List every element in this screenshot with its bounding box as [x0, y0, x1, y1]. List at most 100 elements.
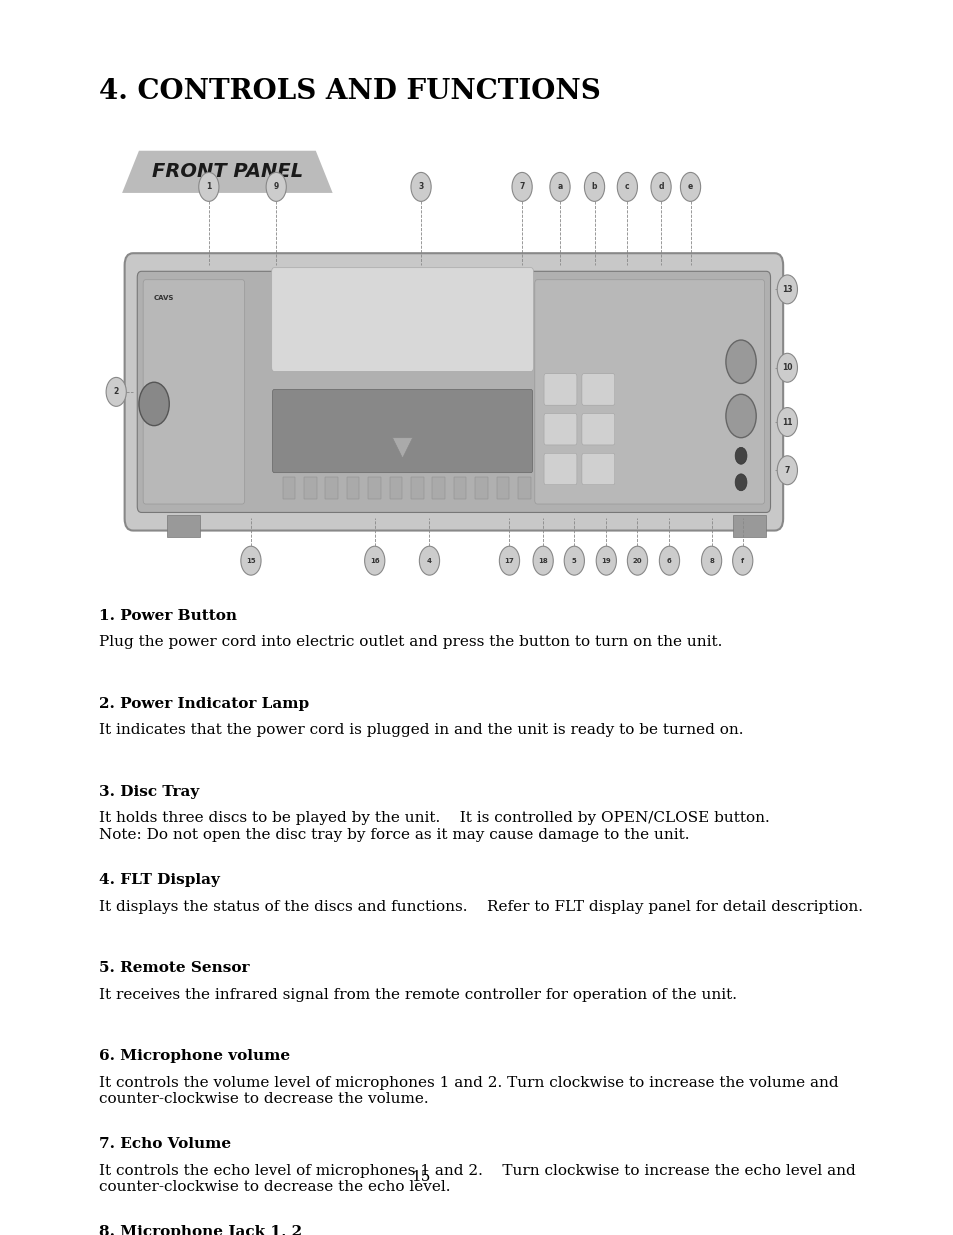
Bar — [732, 515, 765, 536]
FancyBboxPatch shape — [125, 253, 782, 531]
Circle shape — [627, 546, 647, 576]
Circle shape — [777, 275, 797, 304]
Circle shape — [732, 546, 752, 576]
FancyBboxPatch shape — [581, 374, 614, 405]
Text: 3: 3 — [418, 183, 423, 191]
Circle shape — [650, 173, 671, 201]
Text: 11: 11 — [781, 417, 792, 426]
Circle shape — [198, 173, 219, 201]
Bar — [517, 478, 530, 499]
Text: 6. Microphone volume: 6. Microphone volume — [99, 1049, 291, 1063]
Text: a: a — [557, 183, 562, 191]
Circle shape — [735, 447, 746, 464]
Circle shape — [596, 546, 616, 576]
Circle shape — [549, 173, 570, 201]
Circle shape — [411, 173, 431, 201]
Text: 5: 5 — [572, 558, 576, 563]
Circle shape — [777, 353, 797, 383]
Text: 19: 19 — [600, 558, 611, 563]
Circle shape — [498, 546, 519, 576]
Bar — [454, 478, 466, 499]
Text: 1. Power Button: 1. Power Button — [99, 609, 237, 622]
Circle shape — [139, 383, 169, 426]
Text: It holds three discs to be played by the unit.    It is controlled by OPEN/CLOSE: It holds three discs to be played by the… — [99, 811, 769, 842]
Text: CAVS: CAVS — [154, 295, 174, 301]
Text: 15: 15 — [411, 1170, 431, 1184]
FancyBboxPatch shape — [581, 453, 614, 484]
FancyBboxPatch shape — [272, 268, 533, 372]
Text: It controls the volume level of microphones 1 and 2. Turn clockwise to increase : It controls the volume level of micropho… — [99, 1076, 838, 1105]
Text: 13: 13 — [781, 285, 792, 294]
Text: FRONT PANEL: FRONT PANEL — [152, 162, 303, 182]
FancyBboxPatch shape — [581, 414, 614, 445]
Bar — [411, 478, 423, 499]
Polygon shape — [122, 151, 333, 193]
Text: 16: 16 — [370, 558, 379, 563]
FancyBboxPatch shape — [137, 272, 770, 513]
Circle shape — [584, 173, 604, 201]
Text: 7. Echo Volume: 7. Echo Volume — [99, 1137, 232, 1151]
Circle shape — [364, 546, 384, 576]
Circle shape — [419, 546, 439, 576]
Circle shape — [735, 474, 746, 490]
Text: Plug the power cord into electric outlet and press the button to turn on the uni: Plug the power cord into electric outlet… — [99, 636, 722, 650]
Text: 18: 18 — [537, 558, 547, 563]
Text: It receives the infrared signal from the remote controller for operation of the : It receives the infrared signal from the… — [99, 988, 737, 1002]
Bar — [475, 478, 487, 499]
Circle shape — [777, 456, 797, 484]
Text: 15: 15 — [246, 558, 255, 563]
Text: d: d — [658, 183, 663, 191]
Text: 9: 9 — [274, 183, 278, 191]
Text: 3. Disc Tray: 3. Disc Tray — [99, 785, 199, 799]
Circle shape — [106, 378, 126, 406]
Text: 5. Remote Sensor: 5. Remote Sensor — [99, 961, 250, 974]
Text: 17: 17 — [504, 558, 514, 563]
Text: 4: 4 — [427, 558, 432, 563]
Text: It indicates that the power cord is plugged in and the unit is ready to be turne: It indicates that the power cord is plug… — [99, 724, 743, 737]
Text: 2: 2 — [113, 388, 119, 396]
Text: 4. CONTROLS AND FUNCTIONS: 4. CONTROLS AND FUNCTIONS — [99, 78, 600, 105]
Text: 8: 8 — [708, 558, 713, 563]
Text: 7: 7 — [784, 466, 789, 474]
FancyBboxPatch shape — [143, 280, 244, 504]
Text: 20: 20 — [632, 558, 641, 563]
Circle shape — [240, 546, 261, 576]
Bar — [389, 478, 402, 499]
FancyBboxPatch shape — [543, 414, 577, 445]
Bar — [325, 478, 337, 499]
Circle shape — [725, 340, 756, 383]
FancyBboxPatch shape — [543, 453, 577, 484]
Circle shape — [512, 173, 532, 201]
Text: It displays the status of the discs and functions.    Refer to FLT display panel: It displays the status of the discs and … — [99, 899, 862, 914]
Text: e: e — [687, 183, 693, 191]
Text: f: f — [740, 558, 743, 563]
Bar — [167, 515, 200, 536]
Polygon shape — [392, 437, 413, 458]
Text: 6: 6 — [666, 558, 671, 563]
Bar — [432, 478, 444, 499]
Text: b: b — [591, 183, 597, 191]
Text: 7: 7 — [518, 183, 524, 191]
Bar — [282, 478, 295, 499]
Text: 4. FLT Display: 4. FLT Display — [99, 873, 220, 887]
Text: 2. Power Indicator Lamp: 2. Power Indicator Lamp — [99, 697, 309, 711]
Circle shape — [679, 173, 700, 201]
FancyBboxPatch shape — [273, 389, 532, 473]
Bar — [368, 478, 380, 499]
Circle shape — [617, 173, 637, 201]
Bar — [304, 478, 316, 499]
Circle shape — [266, 173, 286, 201]
Text: c: c — [624, 183, 629, 191]
Circle shape — [563, 546, 584, 576]
Text: 1: 1 — [206, 183, 212, 191]
Bar — [496, 478, 509, 499]
Circle shape — [533, 546, 553, 576]
FancyBboxPatch shape — [535, 280, 764, 504]
Circle shape — [777, 408, 797, 436]
Circle shape — [700, 546, 720, 576]
FancyBboxPatch shape — [543, 374, 577, 405]
Bar — [347, 478, 359, 499]
Circle shape — [659, 546, 679, 576]
Circle shape — [725, 394, 756, 437]
Text: It controls the echo level of microphones 1 and 2.    Turn clockwise to increase: It controls the echo level of microphone… — [99, 1163, 855, 1194]
